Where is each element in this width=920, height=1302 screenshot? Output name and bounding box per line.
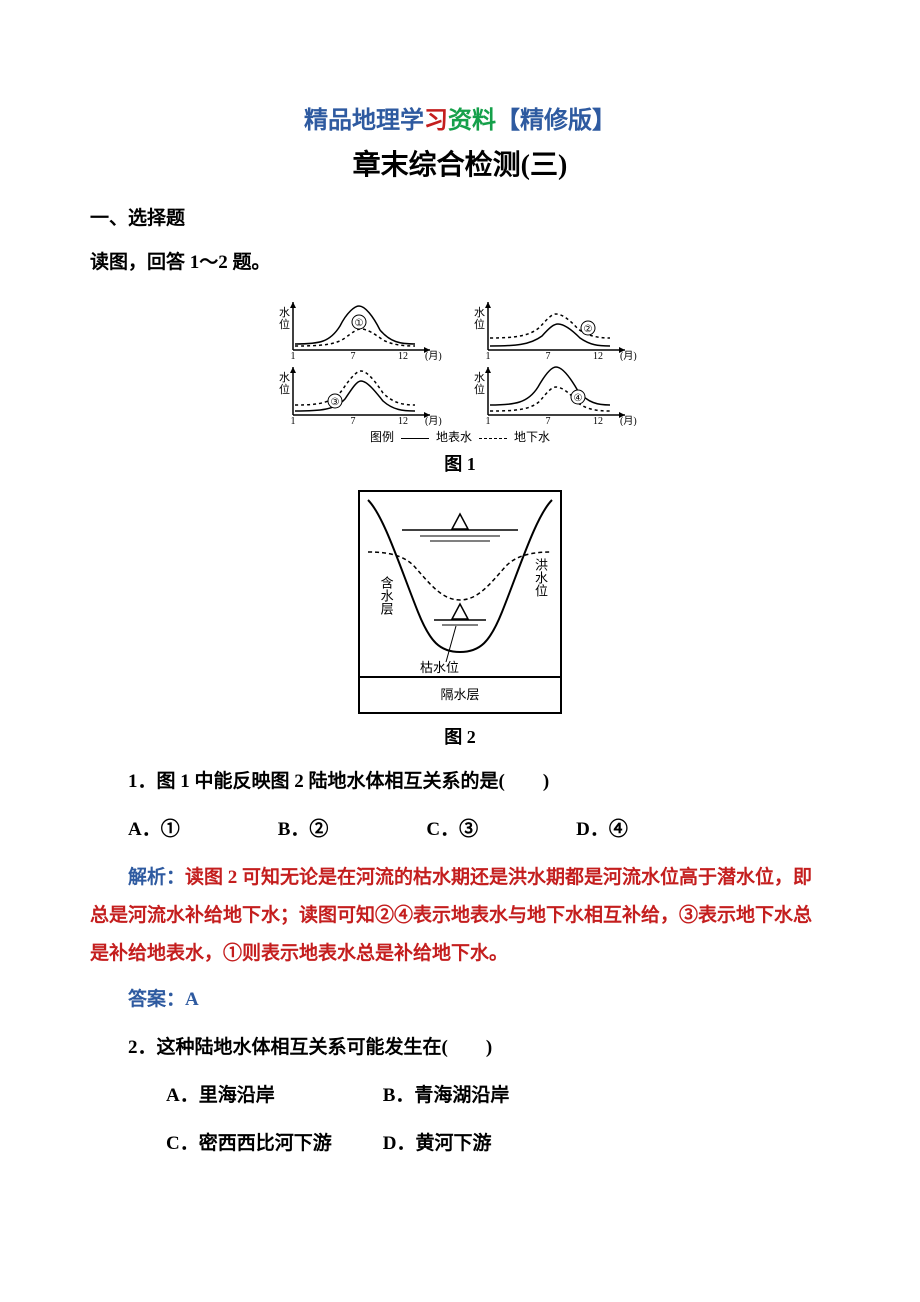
svg-text:位: 位 bbox=[279, 317, 290, 331]
section-heading: 一、选择题 bbox=[90, 203, 830, 230]
legend-solid-text: 地表水 bbox=[436, 430, 472, 444]
q2-options-row1: A．里海沿岸 B．青海湖沿岸 bbox=[90, 1077, 830, 1115]
fig2-caption: 图 2 bbox=[90, 723, 830, 749]
svg-text:水: 水 bbox=[474, 306, 485, 319]
svg-text:12: 12 bbox=[593, 416, 603, 426]
svg-text:水: 水 bbox=[279, 306, 290, 319]
header-part2: 习 bbox=[424, 108, 448, 134]
header-part3: 资料 bbox=[448, 108, 496, 134]
q1-option-a: A．① bbox=[90, 811, 180, 849]
page-title: 章末综合检测(三) bbox=[90, 143, 830, 183]
q1-explanation: 解析：读图 2 可知无论是在河流的枯水期还是洪水期都是河流水位高于潜水位，即总是… bbox=[90, 859, 830, 973]
legend-label: 图例 bbox=[370, 430, 394, 444]
svg-text:12: 12 bbox=[398, 351, 408, 361]
header-part4: 【精修版】 bbox=[496, 108, 616, 134]
q2-text: 2．这种陆地水体相互关系可能发生在( ) bbox=[90, 1029, 830, 1067]
svg-text:水: 水 bbox=[474, 371, 485, 384]
q2-option-c: C．密西西比河下游 bbox=[128, 1125, 378, 1163]
q1-option-b: B．② bbox=[240, 811, 329, 849]
svg-text:③: ③ bbox=[331, 397, 340, 408]
svg-text:④: ④ bbox=[574, 393, 583, 404]
svg-text:7: 7 bbox=[546, 416, 551, 426]
legend-dash-line-icon bbox=[479, 438, 507, 439]
svg-text:位: 位 bbox=[279, 382, 290, 396]
svg-text:①: ① bbox=[355, 318, 364, 329]
figure-1: 水位 1 7 12 (月) ① 水位 1 7 12 bbox=[90, 296, 830, 446]
fig1-panel-1: 水位 1 7 12 (月) ① bbox=[275, 296, 450, 361]
svg-text:7: 7 bbox=[546, 351, 551, 361]
svg-text:1: 1 bbox=[291, 351, 296, 361]
q1-option-c: C．③ bbox=[388, 811, 478, 849]
page: 精品地理学习资料【精修版】 章末综合检测(三) 一、选择题 读图，回答 1～2 … bbox=[0, 0, 920, 1233]
svg-text:1: 1 bbox=[486, 351, 491, 361]
svg-text:②: ② bbox=[584, 324, 593, 335]
explain-body: 读图 2 可知无论是在河流的枯水期还是洪水期都是河流水位高于潜水位，即总是河流水… bbox=[90, 867, 812, 964]
svg-text:(月): (月) bbox=[425, 415, 442, 426]
svg-text:7: 7 bbox=[351, 416, 356, 426]
legend-dash-text: 地下水 bbox=[514, 430, 550, 444]
svg-text:7: 7 bbox=[351, 351, 356, 361]
fig2-label-dry: 枯水位 bbox=[420, 660, 459, 676]
fig2-label-flood: 洪水位 bbox=[532, 558, 548, 597]
q2-option-b: B．青海湖沿岸 bbox=[383, 1085, 510, 1106]
svg-text:水: 水 bbox=[279, 371, 290, 384]
fig1-panel-4: 水位 1 7 12 (月) ④ bbox=[470, 361, 645, 426]
q1-options: A．① B．② C．③ D．④ bbox=[90, 811, 830, 849]
svg-text:1: 1 bbox=[291, 416, 296, 426]
figure-2: 洪水位 含水层 枯水位 隔水层 bbox=[90, 490, 830, 719]
intro-text: 读图，回答 1～2 题。 bbox=[90, 244, 830, 282]
svg-text:1: 1 bbox=[486, 416, 491, 426]
q1-answer: 答案：A bbox=[90, 981, 830, 1019]
fig1-panel-3: 水位 1 7 12 (月) ③ bbox=[275, 361, 450, 426]
svg-text:12: 12 bbox=[398, 416, 408, 426]
fig2-label-barrier: 隔水层 bbox=[360, 676, 560, 712]
fig1-legend: 图例 地表水 地下水 bbox=[275, 428, 645, 445]
svg-text:(月): (月) bbox=[620, 415, 637, 426]
svg-text:(月): (月) bbox=[425, 350, 442, 361]
legend-solid-line-icon bbox=[401, 438, 429, 439]
q2-options-row2: C．密西西比河下游 D．黄河下游 bbox=[90, 1125, 830, 1163]
header-branding: 精品地理学习资料【精修版】 bbox=[90, 100, 830, 135]
explain-label: 解析： bbox=[128, 867, 185, 888]
svg-text:(月): (月) bbox=[620, 350, 637, 361]
fig1-panel-2: 水位 1 7 12 (月) ② bbox=[470, 296, 645, 361]
svg-text:位: 位 bbox=[474, 382, 485, 396]
q1-option-d: D．④ bbox=[538, 811, 628, 849]
q2-option-a: A．里海沿岸 bbox=[128, 1077, 378, 1115]
q2-option-d: D．黄河下游 bbox=[383, 1133, 492, 1154]
svg-text:位: 位 bbox=[474, 317, 485, 331]
q1-text: 1．图 1 中能反映图 2 陆地水体相互关系的是( ) bbox=[90, 763, 830, 801]
svg-text:12: 12 bbox=[593, 351, 603, 361]
header-part1: 精品地理学 bbox=[304, 108, 424, 134]
fig2-label-aquifer: 含水层 bbox=[378, 576, 394, 615]
fig1-caption: 图 1 bbox=[90, 450, 830, 476]
